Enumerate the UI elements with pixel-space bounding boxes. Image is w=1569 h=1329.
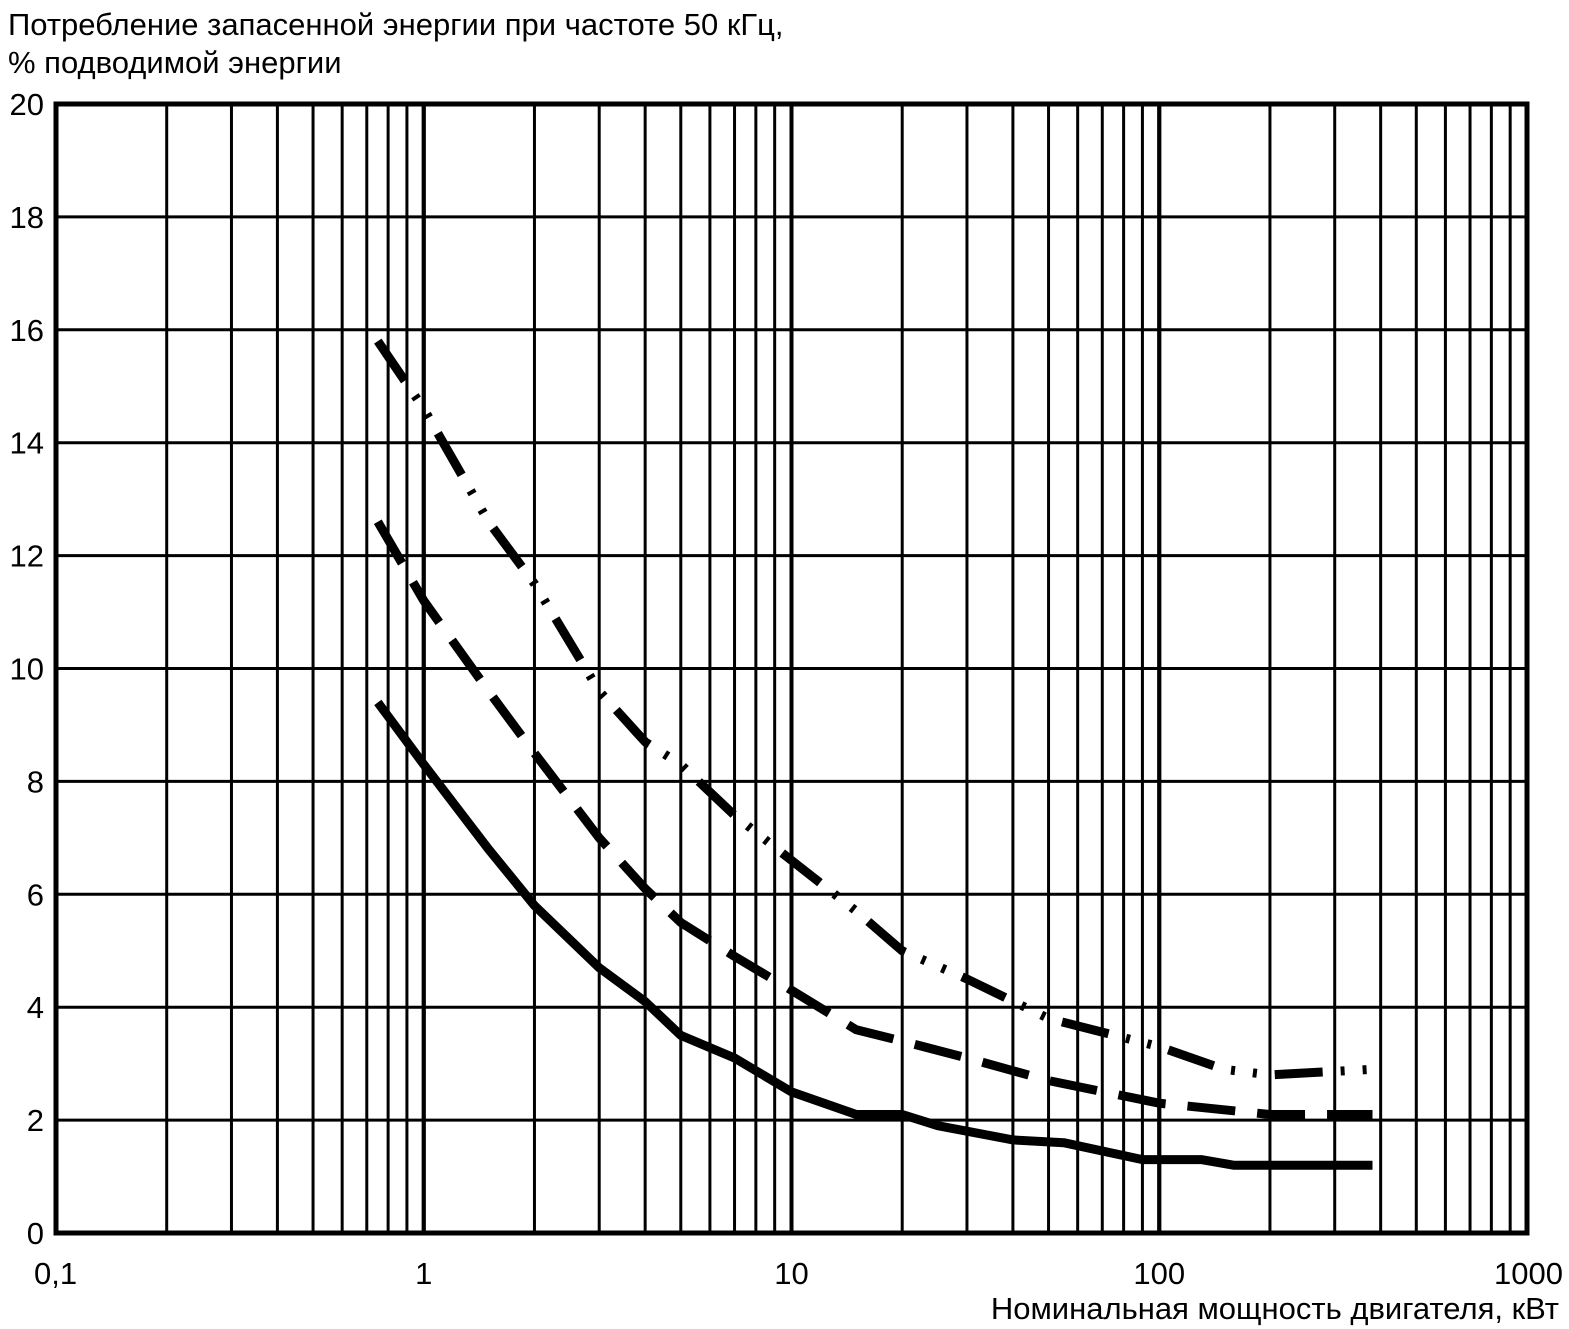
series-line-dash-dot <box>374 338 1373 1080</box>
y-tick-label: 14 <box>10 426 44 461</box>
x-tick-label: 10 <box>774 1256 808 1291</box>
y-tick-label: 18 <box>10 200 44 235</box>
y-tick-label: 4 <box>27 990 44 1025</box>
y-tick-label: 2 <box>27 1103 44 1138</box>
grid <box>54 102 1529 1235</box>
y-tick-labels: 0 2 4 6 8 10 12 14 16 18 20 <box>10 87 44 1251</box>
series-group <box>373 338 1373 1170</box>
y-tick-label: 6 <box>27 877 44 912</box>
y-tick-label: 0 <box>27 1216 44 1251</box>
series-line-solid <box>374 699 1373 1170</box>
plot-frame <box>53 101 1530 1236</box>
y-axis-label-line-1: Потребление запасенной энергии при часто… <box>8 7 784 42</box>
x-tick-labels: 0,1 1 10 100 1000 <box>34 1256 1563 1291</box>
series-line-dashed <box>373 519 1373 1119</box>
x-tick-label: 1 <box>415 1256 432 1291</box>
y-axis-label: Потребление запасенной энергии при часто… <box>8 6 784 82</box>
y-axis-label-line-2: % подводимой энергии <box>8 45 342 80</box>
x-axis-label: Номинальная мощность двигателя, кВт <box>990 1291 1559 1326</box>
y-tick-label: 20 <box>10 87 44 122</box>
x-tick-label: 1000 <box>1494 1256 1563 1291</box>
x-tick-label: 100 <box>1133 1256 1185 1291</box>
y-tick-label: 16 <box>10 313 44 348</box>
x-tick-label: 0,1 <box>34 1256 77 1291</box>
y-tick-label: 12 <box>10 539 44 574</box>
y-tick-label: 8 <box>27 764 44 799</box>
y-tick-label: 10 <box>10 652 44 687</box>
